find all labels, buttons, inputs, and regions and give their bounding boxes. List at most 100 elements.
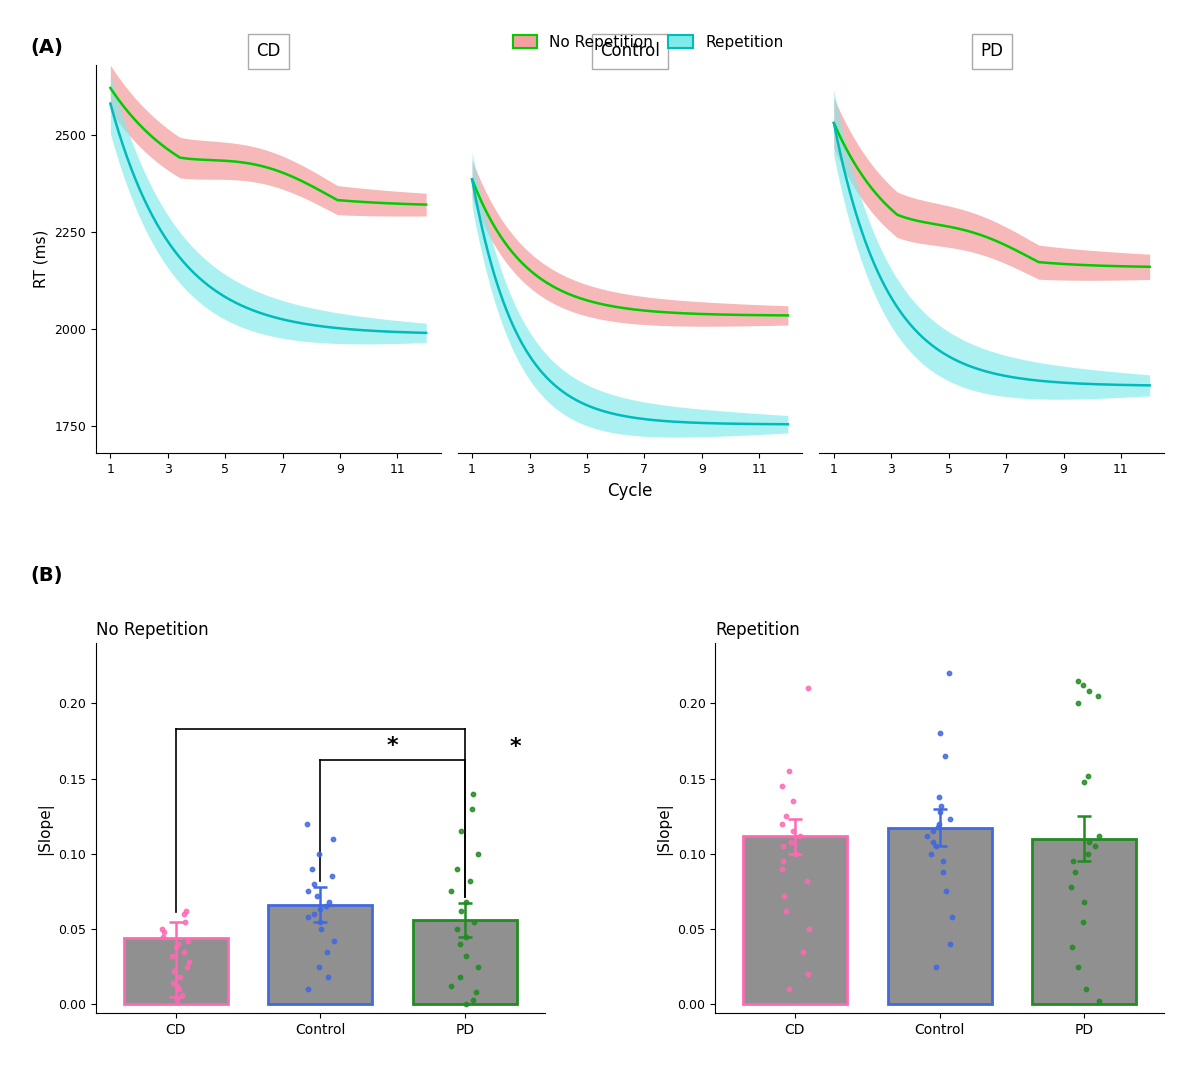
Point: [175, 913, 194, 930]
Point: [790, 827, 809, 844]
Point: [176, 902, 196, 920]
Point: [929, 788, 948, 805]
Point: [299, 981, 318, 998]
Point: [174, 943, 193, 960]
Y-axis label: |Slope|: |Slope|: [37, 802, 53, 855]
Bar: [1032, 839, 1136, 1005]
Y-axis label: RT (ms): RT (ms): [34, 230, 49, 288]
Point: [463, 785, 482, 802]
Point: [918, 827, 937, 844]
Point: [1085, 838, 1104, 855]
Point: [1074, 773, 1093, 790]
Point: [1088, 993, 1108, 1010]
Point: [929, 818, 948, 835]
X-axis label: Cycle: Cycle: [607, 482, 653, 500]
Point: [163, 948, 182, 965]
Point: [323, 868, 342, 885]
Point: [782, 833, 802, 851]
Text: (A): (A): [30, 38, 62, 57]
Point: [1079, 766, 1098, 784]
Point: [780, 762, 799, 779]
Point: [463, 991, 482, 1008]
Text: *: *: [510, 737, 522, 758]
Title: CD: CD: [256, 42, 281, 60]
Point: [941, 936, 960, 953]
Point: [164, 963, 184, 980]
Point: [461, 872, 480, 889]
Point: [452, 823, 472, 840]
Point: [793, 943, 812, 960]
Point: [451, 902, 470, 920]
Point: [317, 943, 336, 960]
Point: [798, 966, 817, 983]
Point: [469, 958, 488, 976]
Point: [173, 986, 192, 1004]
Point: [174, 906, 193, 923]
Point: [1074, 894, 1093, 911]
Point: [179, 932, 198, 950]
Point: [467, 983, 486, 1000]
Point: [1063, 853, 1082, 870]
Point: [776, 902, 796, 920]
Legend: No Repetition, Repetition: No Repetition, Repetition: [512, 34, 784, 50]
Point: [305, 875, 324, 893]
Point: [316, 898, 335, 915]
Point: [934, 863, 953, 881]
Point: [1073, 677, 1092, 694]
Point: [308, 958, 328, 976]
Point: [1076, 981, 1096, 998]
Point: [169, 981, 188, 998]
Point: [936, 747, 955, 764]
Point: [773, 853, 792, 870]
Point: [1068, 694, 1087, 711]
Point: [457, 894, 476, 911]
Y-axis label: |Slope|: |Slope|: [656, 802, 672, 855]
Point: [1088, 687, 1108, 704]
Point: [152, 921, 172, 938]
Point: [168, 936, 187, 953]
Point: [304, 906, 323, 923]
Point: [319, 968, 338, 985]
Point: [164, 975, 184, 992]
Point: [457, 928, 476, 945]
Text: *: *: [386, 736, 398, 756]
Point: [798, 679, 817, 696]
Point: [310, 845, 329, 862]
Point: [1073, 913, 1092, 930]
Point: [456, 996, 475, 1013]
Point: [464, 913, 484, 930]
Point: [784, 792, 803, 810]
Point: [1069, 672, 1088, 689]
Point: [934, 853, 953, 870]
Bar: [269, 904, 372, 1005]
Point: [773, 838, 792, 855]
Point: [943, 909, 962, 926]
Point: [456, 948, 475, 965]
Point: [779, 981, 798, 998]
Point: [1066, 863, 1085, 881]
Point: [930, 724, 949, 742]
Point: [797, 872, 816, 889]
Title: Control: Control: [600, 42, 660, 60]
Point: [167, 939, 186, 956]
Point: [154, 928, 173, 945]
Point: [1068, 958, 1087, 976]
Point: [936, 883, 955, 900]
Point: [776, 807, 796, 825]
Text: No Repetition: No Repetition: [96, 621, 209, 639]
Point: [923, 833, 942, 851]
Point: [450, 968, 469, 985]
Point: [463, 800, 482, 817]
Point: [784, 823, 803, 840]
Point: [311, 901, 330, 918]
Point: [1080, 682, 1099, 700]
Point: [932, 797, 952, 814]
Bar: [743, 835, 847, 1005]
Point: [442, 883, 461, 900]
Bar: [124, 938, 228, 1005]
Point: [170, 968, 190, 985]
Point: [786, 845, 805, 862]
Point: [922, 845, 941, 862]
Point: [299, 883, 318, 900]
Text: (B): (B): [30, 566, 62, 585]
